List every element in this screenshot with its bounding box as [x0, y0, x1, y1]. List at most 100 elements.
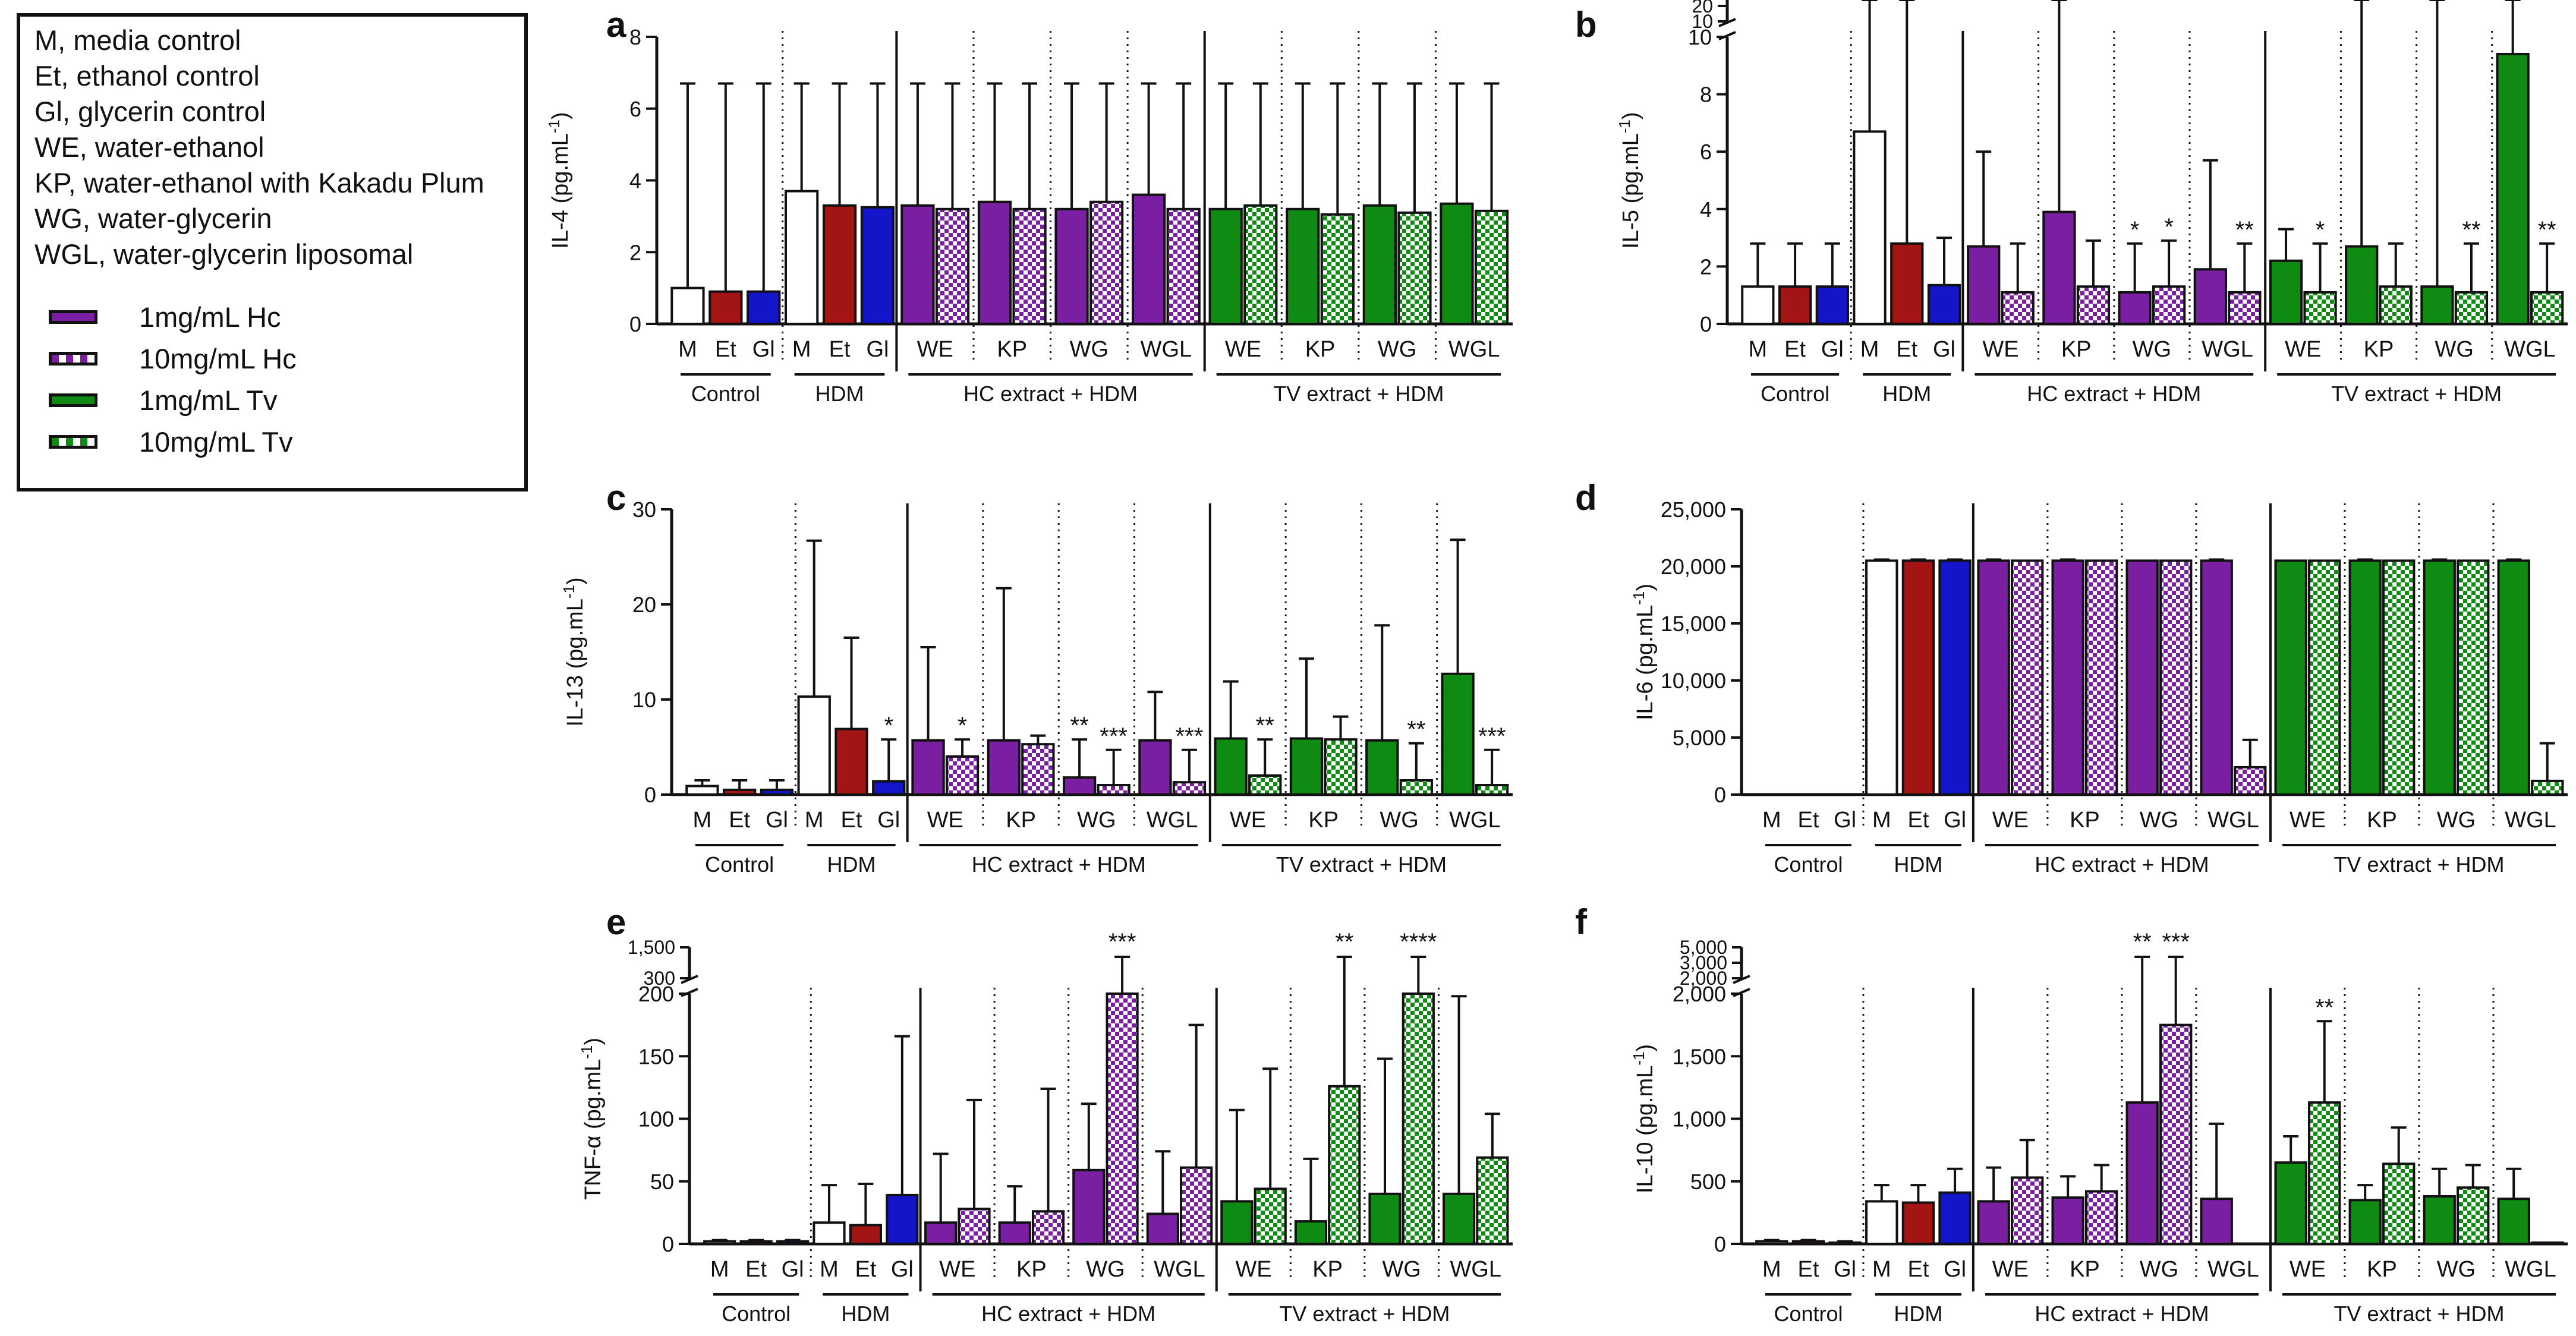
x-tick-label: Et — [745, 1257, 767, 1282]
y-axis-label: TNF-α (pg.mL-1) — [578, 1038, 606, 1200]
bar — [872, 780, 906, 796]
x-tick-label: Et — [841, 808, 862, 833]
bar — [1890, 242, 1924, 326]
y-tick-label: 300 — [644, 968, 675, 989]
bar — [1320, 213, 1355, 326]
legend-abbr-kakadu: KP, water-ethanol with Kakadu Plum — [34, 167, 484, 198]
bar — [2193, 268, 2227, 326]
y-axis-label-text: IL-10 (pg.mL — [1633, 1066, 1658, 1193]
bar — [1012, 207, 1047, 325]
x-tick-label: WE — [1230, 808, 1266, 833]
y-tick-label: 2 — [1700, 254, 1712, 279]
bar — [1475, 784, 1509, 796]
x-tick-label: Et — [1907, 808, 1929, 833]
bar — [2010, 559, 2044, 796]
group-label: TV extract + HDM — [2333, 1302, 2504, 1326]
legend-swatch-10mg-hc — [49, 351, 97, 365]
bar — [1815, 285, 1849, 325]
x-tick-label: M — [1860, 337, 1879, 362]
x-tick-label: WE — [927, 808, 963, 833]
significance-stars: *** — [1176, 723, 1204, 749]
x-tick-label: M — [792, 337, 811, 362]
y-tick-label: 150 — [638, 1044, 674, 1069]
x-tick-label: Et — [1798, 1257, 1819, 1282]
bar — [2454, 291, 2489, 325]
bar — [1977, 559, 2010, 796]
x-tick-label: M — [710, 1257, 729, 1282]
legend-abbr-water-ethanol: WE, water-ethanol — [34, 131, 264, 163]
x-tick-label: WG — [2435, 337, 2473, 362]
significance-stars: *** — [1109, 929, 1136, 955]
bar — [2348, 1199, 2382, 1245]
bar — [1021, 743, 1055, 796]
bar — [860, 206, 895, 325]
x-tick-label: M — [1762, 1257, 1781, 1282]
significance-stars: *** — [1478, 723, 1506, 749]
significance-stars: ** — [2538, 217, 2556, 243]
bar — [1476, 1156, 1509, 1245]
x-tick-label: WG — [1077, 808, 1116, 833]
x-tick-label: M — [1762, 808, 1781, 833]
bar — [1097, 784, 1130, 796]
y-tick-label: 25,000 — [1661, 497, 1726, 522]
x-tick-label: Et — [729, 808, 750, 833]
x-tick-label: WE — [2290, 1257, 2326, 1282]
x-tick-label: M — [805, 808, 824, 833]
bar — [1865, 559, 1898, 796]
x-tick-label: WG — [1380, 808, 1418, 833]
legend-swatch-10mg-tv — [49, 434, 97, 449]
y-tick-label: 30 — [632, 497, 656, 522]
x-tick-label: Et — [1798, 808, 1819, 833]
x-tick-label: Gl — [866, 337, 889, 362]
bar — [1440, 202, 1474, 325]
significance-stars: ** — [1070, 713, 1089, 739]
bar — [2274, 1161, 2307, 1246]
y-tick-label: 10,000 — [1661, 669, 1726, 693]
x-tick-label: M — [693, 808, 712, 833]
bar — [1938, 1191, 1972, 1245]
bar — [1967, 245, 2001, 325]
bar — [1927, 283, 1961, 326]
bar — [1254, 1187, 1287, 1246]
y-tick-label: 8 — [629, 25, 641, 49]
bar — [2496, 52, 2530, 325]
legend-swatch-1mg-hc — [49, 310, 97, 324]
x-tick-label: WE — [2290, 808, 2326, 833]
bar — [670, 286, 705, 325]
y-axis-label-sup: -1 — [560, 585, 578, 598]
y-tick-label: 1,000 — [1673, 1107, 1726, 1132]
y-axis-label-end: ) — [548, 112, 573, 119]
x-tick-label: KP — [2367, 808, 2397, 833]
bar — [2269, 259, 2303, 325]
bar — [2379, 285, 2413, 325]
bar — [2303, 291, 2337, 325]
group-label: HC extract + HDM — [2035, 1302, 2209, 1326]
y-tick-label: 0 — [1714, 1232, 1726, 1256]
x-tick-label: KP — [1305, 337, 1336, 362]
x-tick-label: WGL — [2202, 337, 2253, 362]
bar — [1180, 1166, 1213, 1245]
bar — [2345, 245, 2379, 325]
group-label: HDM — [815, 382, 864, 406]
x-tick-label: KP — [2070, 1257, 2100, 1282]
bar — [2076, 285, 2111, 325]
panel-b: bIL-5 (pg.mL-1)0246810102040*********MEt… — [1575, 0, 2568, 406]
bar — [1853, 130, 1887, 325]
x-tick-label: WG — [2140, 1257, 2178, 1282]
x-tick-label: WE — [1982, 337, 2018, 362]
x-tick-label: WGL — [1450, 1257, 1501, 1282]
y-tick-label: 50 — [650, 1170, 674, 1194]
panel-f: f IL-10 (pg.mL-1) 0 500 1,000 1,500 2,0002,000… — [1575, 902, 2568, 1326]
y-tick-label: 0 — [1700, 312, 1712, 336]
x-tick-label: KP — [2061, 337, 2092, 362]
x-tick-label: KP — [997, 337, 1027, 362]
bar — [1399, 779, 1433, 796]
bar — [2308, 1101, 2341, 1246]
legend-key-label: 1mg/mL Tv — [139, 384, 278, 416]
bar — [886, 1193, 919, 1246]
bar — [1072, 1168, 1106, 1246]
bar — [977, 200, 1012, 325]
bar — [1294, 1220, 1328, 1246]
bar — [1324, 738, 1358, 796]
